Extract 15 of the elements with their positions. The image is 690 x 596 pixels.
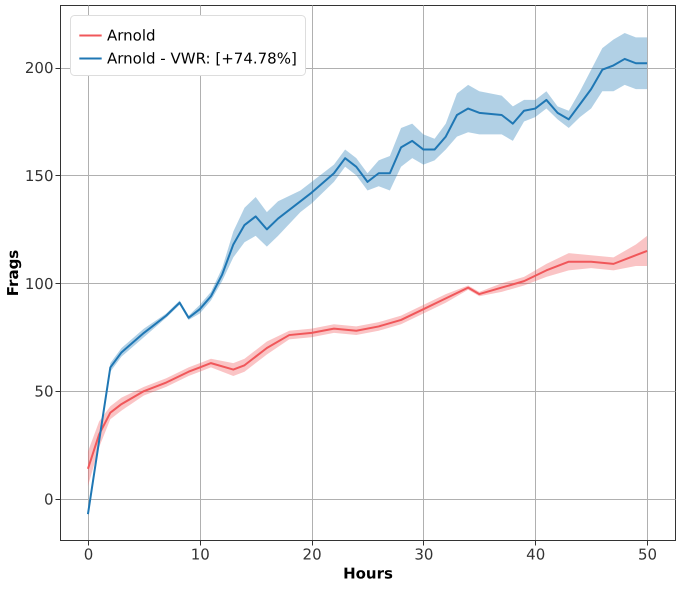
legend-label: Arnold xyxy=(107,26,156,44)
x-tick-label: 40 xyxy=(526,546,546,564)
y-tick-label: 150 xyxy=(24,166,54,185)
x-axis-title: Hours xyxy=(343,564,393,582)
x-tick-label: 10 xyxy=(190,546,210,564)
y-tick-label: 200 xyxy=(24,59,54,78)
y-axis-title: Frags xyxy=(4,250,22,296)
y-tick-label: 0 xyxy=(44,490,54,509)
x-tick-label: 20 xyxy=(302,546,322,564)
legend-label: Arnold - VWR: [+74.78%] xyxy=(107,50,297,68)
x-tick-label: 0 xyxy=(84,546,94,564)
y-tick-label: 100 xyxy=(24,274,54,293)
x-tick-label: 30 xyxy=(414,546,434,564)
x-tick-label: 50 xyxy=(638,546,658,564)
y-tick-label: 50 xyxy=(34,382,54,401)
